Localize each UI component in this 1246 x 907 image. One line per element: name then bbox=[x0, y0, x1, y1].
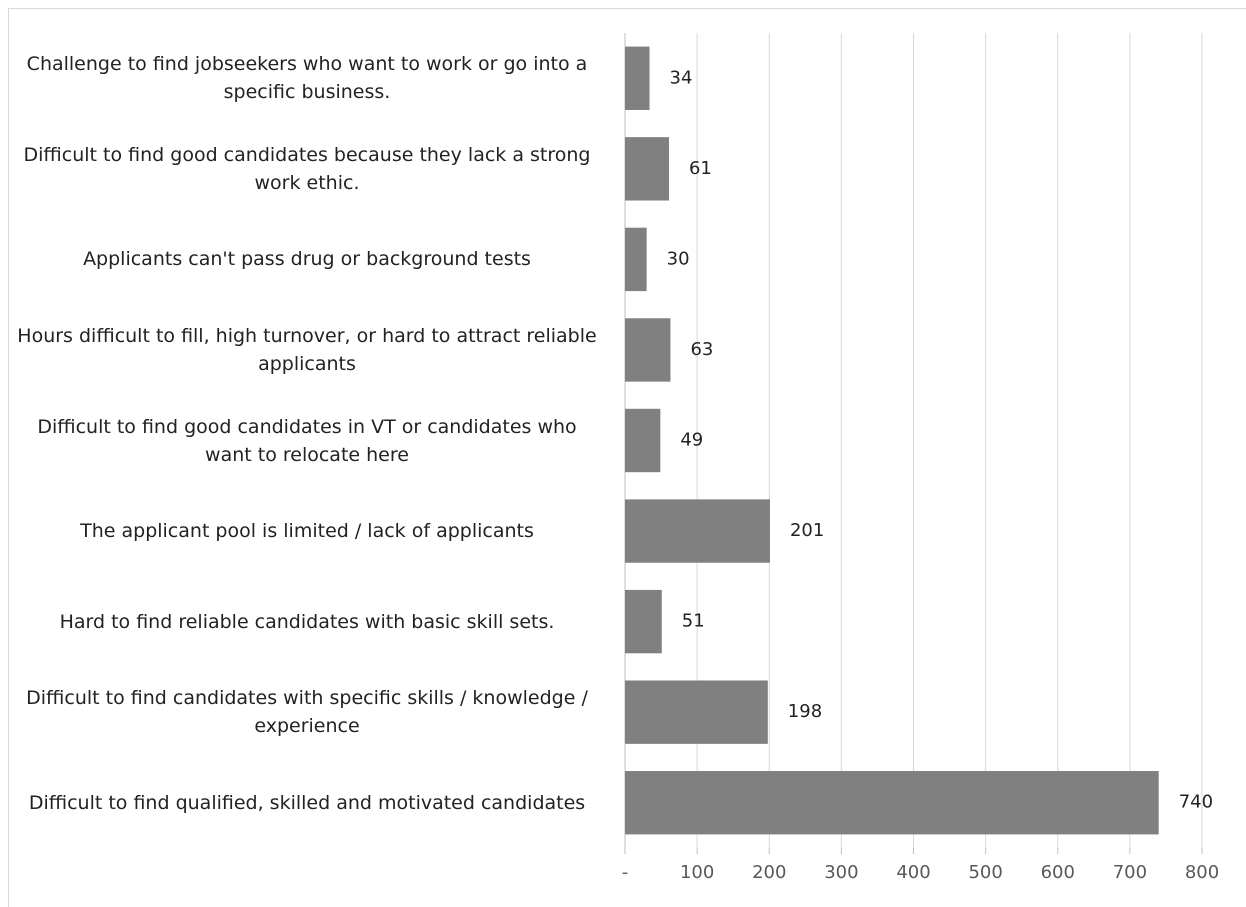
data-label: 198 bbox=[788, 701, 822, 722]
y-tick-label: Challenge to find jobseekers who want to… bbox=[26, 53, 588, 104]
x-tick-label: 500 bbox=[968, 862, 1002, 883]
bar bbox=[625, 680, 768, 744]
data-label: 34 bbox=[670, 67, 693, 88]
x-tick-label: 600 bbox=[1041, 862, 1075, 883]
y-tick-label: Difficult to find good candidates becaus… bbox=[23, 143, 591, 194]
bar bbox=[625, 318, 671, 382]
x-tick-label: 800 bbox=[1185, 862, 1219, 883]
x-tick-label: 700 bbox=[1113, 862, 1147, 883]
bar bbox=[625, 408, 661, 473]
bar bbox=[625, 137, 669, 201]
x-tick-label: 200 bbox=[752, 862, 786, 883]
data-label: 49 bbox=[680, 430, 703, 451]
x-tick-label: - bbox=[622, 862, 629, 883]
bar bbox=[625, 589, 662, 654]
data-label: 201 bbox=[790, 520, 824, 541]
y-tick-label: Hard to find reliable candidates with ba… bbox=[59, 610, 555, 633]
x-tick-label: 400 bbox=[896, 862, 930, 883]
y-tick-label: Difficult to find candidates with specif… bbox=[26, 687, 588, 738]
y-tick-label: The applicant pool is limited / lack of … bbox=[80, 520, 534, 543]
y-tick-label: Difficult to find qualified, skilled and… bbox=[28, 791, 586, 814]
data-label: 740 bbox=[1179, 792, 1213, 813]
y-tick-label: Difficult to find good candidates in VT … bbox=[37, 415, 577, 466]
bar bbox=[625, 227, 647, 292]
bar bbox=[625, 499, 770, 563]
x-tick-label: 100 bbox=[680, 862, 714, 883]
data-label: 63 bbox=[690, 339, 713, 360]
x-tick-label: 300 bbox=[824, 862, 858, 883]
bar bbox=[625, 46, 650, 110]
data-label: 51 bbox=[682, 611, 705, 632]
data-label: 61 bbox=[689, 158, 712, 179]
y-tick-label: Applicants can't pass drug or background… bbox=[83, 248, 531, 271]
chart-border bbox=[8, 8, 1246, 907]
y-tick-label: Hours difficult to fill, high turnover, … bbox=[17, 324, 597, 375]
bar bbox=[625, 771, 1159, 835]
data-label: 30 bbox=[667, 248, 690, 269]
